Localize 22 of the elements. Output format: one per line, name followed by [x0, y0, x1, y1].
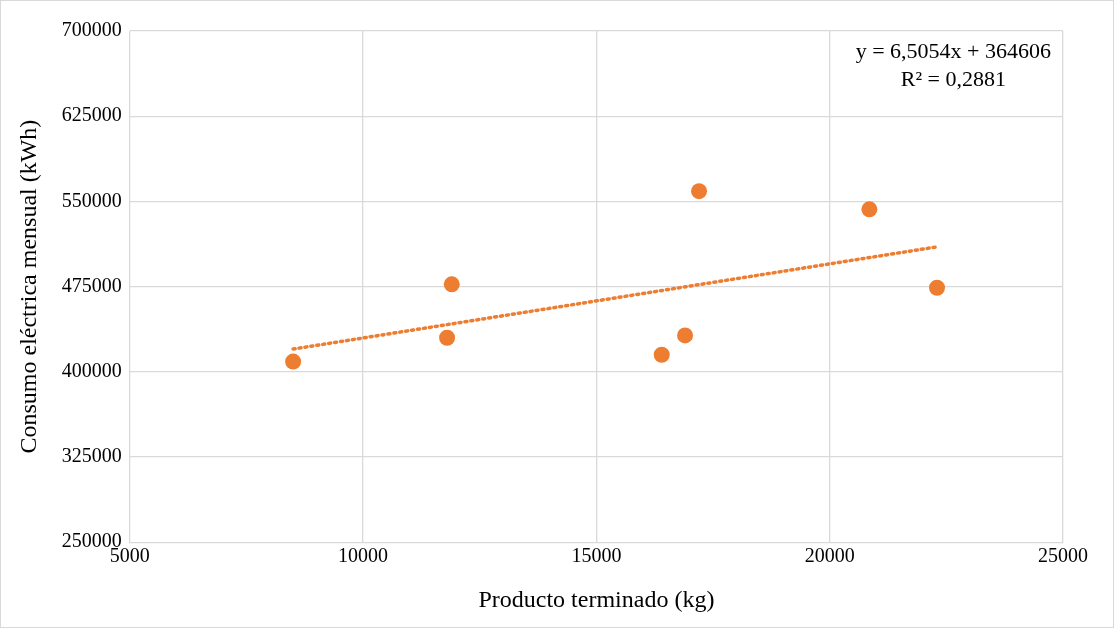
y-axis-title: Consumo eléctrica mensual (kWh): [14, 119, 41, 454]
y-tick-label: 700000: [61, 18, 122, 41]
annotation: R² = 0,2881: [900, 65, 1006, 91]
y-tick-label: 400000: [61, 359, 122, 382]
x-axis-title: Producto terminado (kg): [478, 585, 715, 612]
point: [929, 279, 946, 296]
x-tick-label: 15000: [571, 544, 622, 567]
y-tick-label: 325000: [61, 444, 122, 467]
y-tick-label: 475000: [61, 273, 122, 296]
y-tick-label: 550000: [61, 188, 122, 211]
y-tick-label: 625000: [61, 103, 122, 126]
x-tick-label: 10000: [338, 544, 389, 567]
point: [677, 327, 694, 344]
x-tick-label: 20000: [804, 544, 855, 567]
annotation: y = 6,5054x + 364606: [855, 37, 1052, 63]
point: [861, 201, 878, 218]
point: [443, 276, 460, 293]
x-tick-label: 25000: [1038, 544, 1088, 567]
point: [439, 329, 456, 346]
point: [653, 346, 670, 363]
point: [285, 353, 302, 370]
point: [691, 183, 708, 200]
